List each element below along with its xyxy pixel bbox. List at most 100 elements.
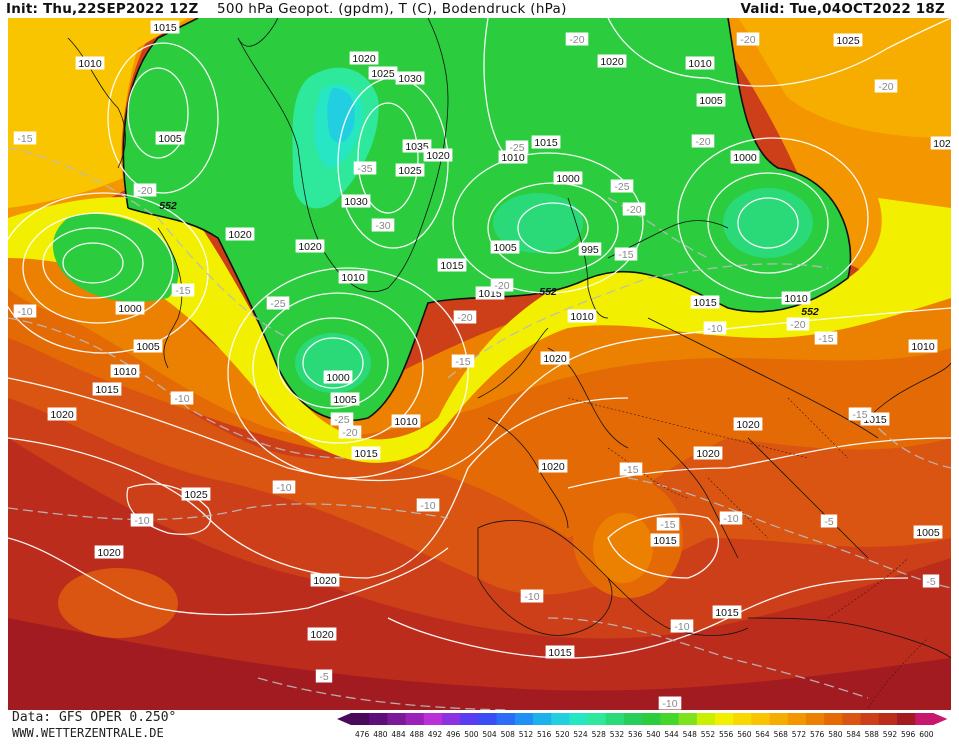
temperature-label: -20: [137, 185, 152, 197]
isobar-label-box: [323, 370, 353, 384]
isobar-label-box: [338, 270, 368, 284]
temperature-label: -15: [618, 249, 633, 261]
isobar-label-box: [351, 446, 381, 460]
isobar-label: 1015: [534, 137, 558, 149]
legend-tick-label: 524: [573, 730, 588, 739]
temperature-label: -10: [420, 500, 435, 512]
temperature-label-box: [416, 498, 440, 512]
isobar-label: 1015: [715, 607, 739, 619]
legend-swatch: [514, 713, 534, 725]
height-contour-label: 552: [801, 306, 819, 318]
isobar-label-box: [545, 645, 575, 659]
website-link[interactable]: WWW.WETTERZENTRALE.DE: [12, 726, 164, 740]
isobar-label-box: [712, 605, 742, 619]
isobar-label-box: [341, 194, 371, 208]
isobar-label: 1000: [326, 372, 350, 384]
legend-swatch: [423, 713, 443, 725]
legend-swatch: [533, 713, 552, 725]
isobar-label: 1030: [344, 196, 368, 208]
legend-tick-label: 592: [883, 730, 898, 739]
field-dark-red: [8, 438, 951, 710]
temperature-label-box: [691, 134, 715, 148]
color-legend-svg: 476 480 484 488 492 496 500 504 508 512 516 520 524 5…: [337, 713, 948, 739]
isobar-label-box: [225, 227, 255, 241]
legend-swatch: [915, 713, 934, 725]
isobar-label: 1015: [95, 384, 119, 396]
isobar-label: 102: [933, 138, 951, 150]
temperature-label: -25: [614, 181, 629, 193]
isobar-label: 1020: [426, 150, 450, 162]
isobar-label: 1030: [398, 73, 422, 85]
isobar-label: 1020: [696, 448, 720, 460]
isobar-label-box: [75, 56, 105, 70]
temperature-label: -15: [852, 409, 867, 421]
temperature-label: -5: [926, 576, 935, 588]
map-header: Init: Thu,22SEP2022 12Z 500 hPa Geopot. …: [0, 0, 959, 18]
temperature-label-box: [703, 321, 727, 335]
isobar-label: 1020: [736, 419, 760, 431]
height-contour-label: 552: [159, 200, 177, 212]
temperature-label-box: [266, 296, 290, 310]
isobar-label-box: [330, 392, 360, 406]
legend-tick-label: 544: [664, 730, 679, 739]
temperature-label-box: [786, 317, 810, 331]
legend-tick-label: 560: [737, 730, 752, 739]
temperature-label: -10: [174, 393, 189, 405]
legend-swatch: [897, 713, 916, 725]
isobar-label: 1020: [298, 241, 322, 253]
isobar-label: 1015: [548, 647, 572, 659]
isobar-label-box: [567, 309, 597, 323]
isobar-label: 1010: [341, 272, 365, 284]
init-time: Init: Thu,22SEP2022 12Z: [6, 1, 199, 17]
temperature-label-box: [922, 574, 940, 588]
legend-tick-label: 476: [355, 730, 370, 739]
isobar-label-box: [553, 171, 583, 185]
temperature-label-box: [874, 79, 898, 93]
isobar-label: 1020: [50, 409, 74, 421]
legend-swatch: [405, 713, 425, 725]
temperature-label: -5: [319, 671, 328, 683]
temperature-label: -15: [455, 356, 470, 368]
legend-swatch: [806, 713, 825, 725]
isobar-label-box: [94, 545, 124, 559]
temperature-label: -10: [134, 515, 149, 527]
isobar-label-box: [781, 291, 811, 305]
weather-map[interactable]: 1015 1010 1005 1020 1000 1005 1010 1015 1020 1025…: [8, 18, 951, 710]
isobar-label: 1000: [118, 303, 142, 315]
isobar-label-box: [391, 414, 421, 428]
isobar-label: 1020: [97, 547, 121, 559]
temperature-label-box: [338, 425, 362, 439]
temperature-label-box: [820, 514, 838, 528]
legend-tick-label: 536: [628, 730, 643, 739]
field-teal-blob-1: [295, 333, 371, 393]
isobar-label-box: [733, 417, 763, 431]
temperature-label: -10: [276, 482, 291, 494]
map-title: 500 hPa Geopot. (gpdm), T (C), Bodendruc…: [217, 1, 567, 17]
temperature-label: -10: [17, 306, 32, 318]
legend-tick-label: 568: [774, 730, 789, 739]
temperature-label: -20: [494, 280, 509, 292]
legend-tick-label: 540: [646, 730, 661, 739]
legend-swatch: [387, 713, 406, 725]
isobar-label: 1005: [916, 527, 940, 539]
temperature-label-box: [658, 696, 682, 710]
isobar-label-box: [310, 573, 340, 587]
field-blue-core: [327, 88, 355, 143]
legend-tick-label: 492: [428, 730, 443, 739]
temperature-label-box: [13, 304, 37, 318]
legend-swatch: [642, 713, 661, 725]
legend-swatch: [842, 713, 861, 725]
legend-tick-label: 520: [555, 730, 570, 739]
isobar-label: 1015: [354, 448, 378, 460]
coastlines: [67, 18, 951, 659]
isobar-label-box: [696, 93, 726, 107]
temperature-label: -20: [342, 427, 357, 439]
legend-swatch: [787, 713, 807, 725]
isobar-label-box: [730, 150, 760, 164]
temperature-label-box: [736, 32, 760, 46]
isobar-label-box: [133, 339, 163, 353]
temperature-label-box: [656, 517, 680, 531]
legend-swatch: [460, 713, 479, 725]
temperature-label-box: [505, 140, 529, 154]
isobar-label: 1010: [394, 416, 418, 428]
